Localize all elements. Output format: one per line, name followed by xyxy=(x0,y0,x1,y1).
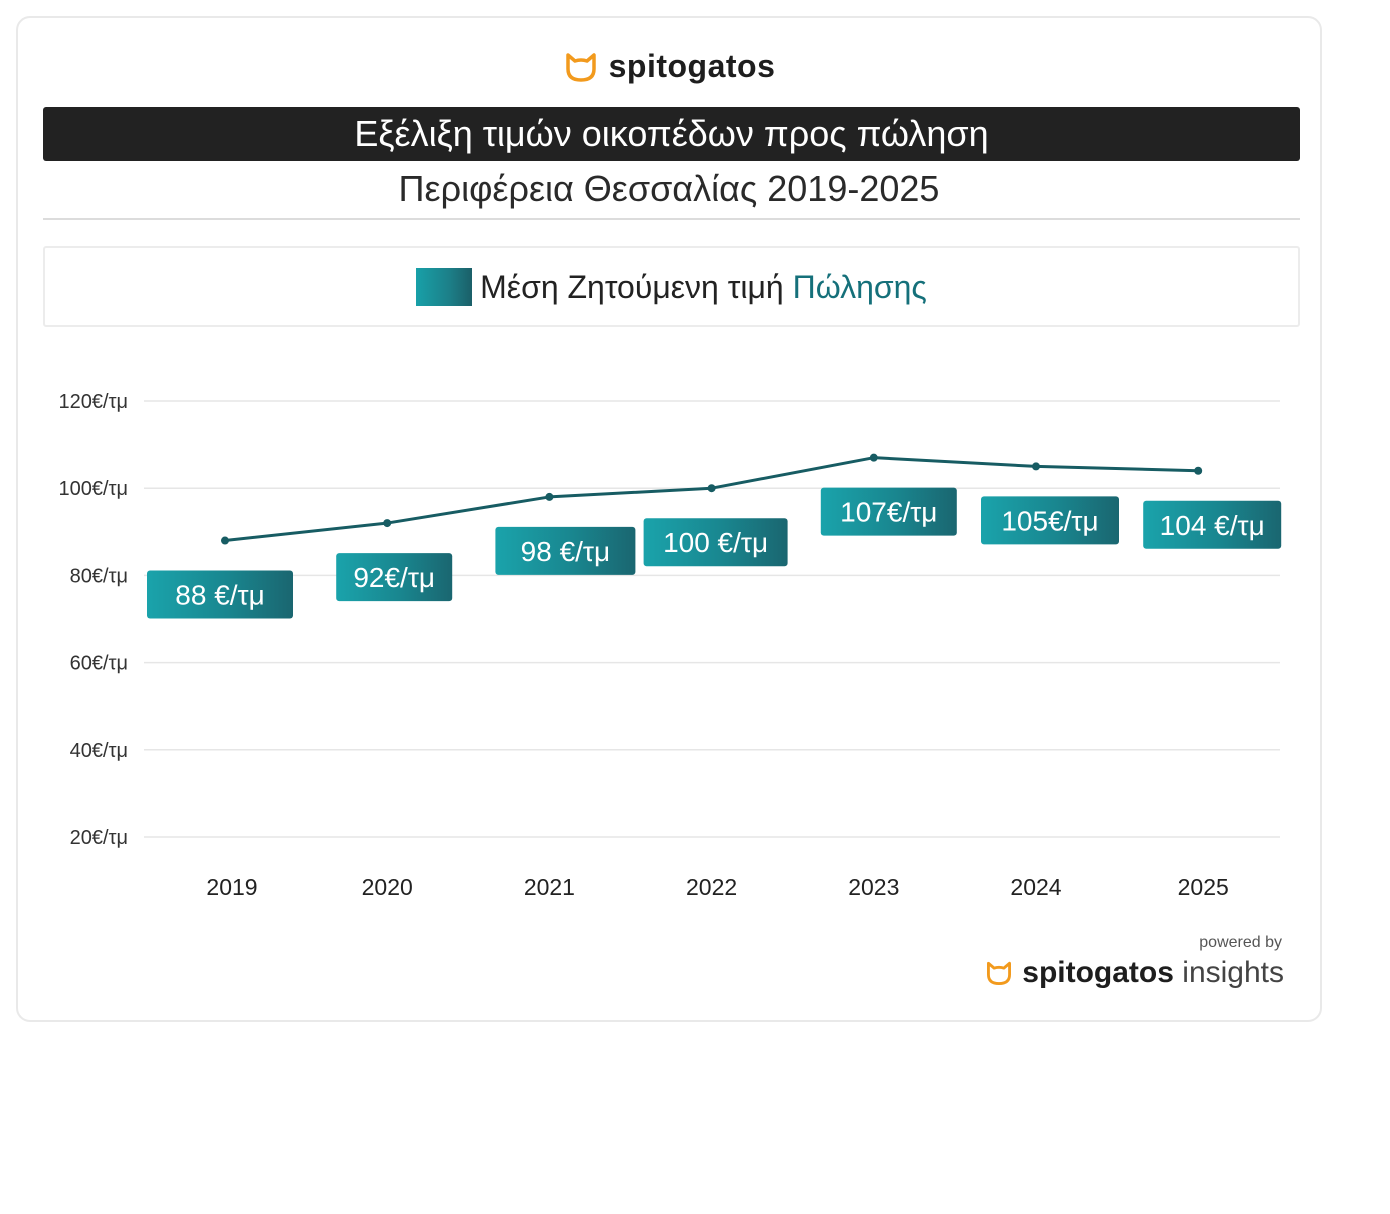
x-tick-label: 2023 xyxy=(848,874,899,900)
data-label: 107€/τμ xyxy=(820,487,957,536)
brand-logo: spitogatos xyxy=(18,48,1320,91)
data-label-text: 107€/τμ xyxy=(840,497,937,528)
data-label-text: 105€/τμ xyxy=(1001,505,1098,536)
x-tick-label: 2019 xyxy=(206,874,257,900)
data-label-box xyxy=(643,518,788,567)
data-point xyxy=(221,536,229,545)
y-tick-label: 120€/τμ xyxy=(59,391,128,413)
data-label-box xyxy=(495,526,636,575)
x-tick-label: 2024 xyxy=(1010,874,1061,900)
data-label-box xyxy=(820,487,957,536)
series-line xyxy=(221,453,1203,545)
footer-brand-suffix: insights xyxy=(1182,956,1284,989)
x-tick-label: 2020 xyxy=(362,874,413,900)
data-point xyxy=(1032,462,1040,471)
legend: Μέση Ζητούμενη τιμή Πώλησης xyxy=(43,246,1300,327)
y-tick-label: 20€/τμ xyxy=(70,827,128,849)
data-label: 104 €/τμ xyxy=(1143,500,1282,549)
legend-label-accent: Πώλησης xyxy=(792,269,927,305)
data-label-box xyxy=(147,570,293,619)
powered-by-label: powered by xyxy=(1199,934,1282,951)
x-tick-label: 2021 xyxy=(524,874,575,900)
data-label-box xyxy=(1143,500,1282,549)
data-label-box xyxy=(336,553,453,602)
data-label-box xyxy=(981,496,1119,545)
data-label-text: 100 €/τμ xyxy=(663,527,768,558)
data-point xyxy=(545,492,554,501)
y-tick-label: 40€/τμ xyxy=(70,740,128,762)
chart-title: Εξέλιξη τιμών οικοπέδων προς πώληση xyxy=(43,107,1300,161)
legend-swatch xyxy=(416,268,473,306)
y-tick-label: 80€/τμ xyxy=(70,565,128,587)
chart-subtitle: Περιφέρεια Θεσσαλίας 2019-2025 xyxy=(398,168,940,209)
data-label-text: 88 €/τμ xyxy=(175,580,264,611)
gridlines xyxy=(144,400,1280,838)
footer-brand-name: spitogatos xyxy=(1022,956,1174,989)
data-label: 100 €/τμ xyxy=(643,518,788,567)
data-label: 88 €/τμ xyxy=(147,570,293,619)
y-tick-label: 60€/τμ xyxy=(70,653,128,675)
y-tick-label: 100€/τμ xyxy=(59,478,128,500)
data-point xyxy=(383,519,392,528)
data-point xyxy=(869,453,878,462)
data-point xyxy=(707,484,716,493)
data-label: 105€/τμ xyxy=(981,496,1119,545)
x-axis: 2019 2020 2021 2022 2023 2024 2025 xyxy=(206,874,1228,900)
footer-brand: spitogatos insights xyxy=(984,956,1284,994)
data-label-text: 92€/τμ xyxy=(353,562,435,593)
data-label-text: 98 €/τμ xyxy=(521,536,610,567)
brand-name: spitogatos xyxy=(608,48,776,84)
y-axis: 20€/τμ 40€/τμ 60€/τμ 80€/τμ 100€/τμ 120€/τμ xyxy=(59,391,128,849)
x-tick-label: 2022 xyxy=(686,874,737,900)
legend-label: Μέση Ζητούμενη τιμή xyxy=(480,269,784,305)
cat-logo-icon xyxy=(563,51,599,91)
data-label-text: 104 €/τμ xyxy=(1160,510,1265,541)
data-labels: 88 €/τμ 92€/τμ 98 €/τμ 100 €/τμ 107€/τμ 105€/… xyxy=(147,487,1282,619)
subtitle-divider xyxy=(43,218,1300,220)
footer-cat-icon xyxy=(984,960,1014,994)
data-label: 92€/τμ xyxy=(336,553,453,602)
data-point xyxy=(1194,466,1203,475)
x-tick-label: 2025 xyxy=(1178,874,1229,900)
data-label: 98 €/τμ xyxy=(495,526,636,575)
